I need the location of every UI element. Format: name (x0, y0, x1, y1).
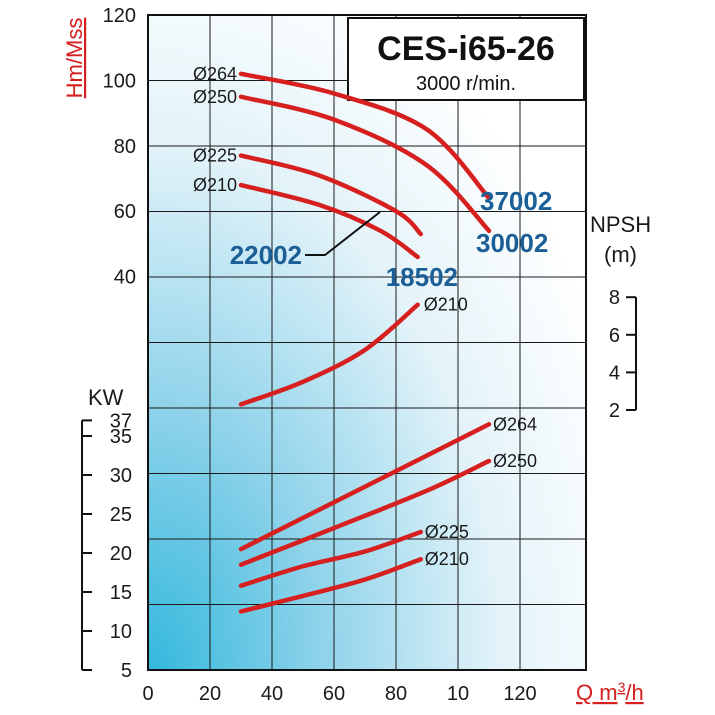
kw-tick-label: 15 (110, 582, 132, 604)
curve-label: Ø225 (193, 146, 237, 166)
kw-tick-label: 20 (110, 543, 132, 565)
y-axis-label: Hm/Mss (62, 18, 87, 99)
kw-tick-label: 30 (110, 465, 132, 487)
motor-label: 37002 (480, 186, 552, 216)
curve-labels: Ø264 Ø250 Ø225 Ø210 Ø210 Ø264 Ø250 Ø225 Ø210 3700… (193, 64, 552, 569)
motor-label: 22002 (230, 240, 302, 270)
npsh-tick-label: 2 (609, 400, 620, 422)
x-tick-label: 60 (323, 683, 345, 705)
head-curve-d264 (238, 71, 492, 201)
curve-label: Ø264 (493, 414, 537, 434)
curve-label: Ø210 (425, 549, 469, 569)
head-curve-d210 (238, 182, 420, 260)
npsh-tick-label: 8 (609, 287, 620, 309)
power-curve-d264 (238, 422, 492, 552)
curve-label: Ø210 (424, 295, 468, 315)
x-axis-label: Q m3/h (576, 679, 644, 705)
chart-title: CES-i65-26 (377, 30, 555, 68)
motor-label: 30002 (476, 228, 548, 258)
chart-subtitle: 3000 r/min. (416, 73, 516, 95)
motor-leader-line (305, 211, 381, 256)
motor-label: 18502 (386, 262, 458, 292)
x-tick-label: 10 (447, 683, 469, 705)
axis-ticks: 0 20 40 60 80 10 12012010080604037353025201510… (81, 5, 637, 705)
curves (238, 71, 492, 614)
npsh-tick-label: 4 (609, 362, 620, 384)
power-curve-d225 (238, 529, 424, 589)
curve-label: Ø264 (193, 64, 237, 84)
x-tick-label: 20 (199, 683, 221, 705)
y-tick-label: 100 (103, 70, 136, 92)
kw-tick-label: 10 (110, 621, 132, 643)
power-curve-d250 (238, 458, 492, 567)
npsh-axis-label: NPSH (590, 212, 651, 237)
npsh-curve-d210 (238, 302, 420, 407)
x-tick-label: 80 (385, 683, 407, 705)
npsh-tick-label: 6 (609, 325, 620, 347)
power-curve-d210 (238, 556, 424, 614)
head-curve-d250 (238, 94, 492, 234)
x-tick-label: 40 (261, 683, 283, 705)
npsh-unit-label: (m) (604, 242, 637, 267)
kw-tick-label: 37 (110, 410, 132, 432)
head-curve-d225 (238, 153, 424, 237)
curve-label: Ø250 (193, 87, 237, 107)
curve-label: Ø210 (193, 175, 237, 195)
kw-tick-label: 25 (110, 504, 132, 526)
kw-tick-label: 5 (121, 660, 132, 682)
title-box (347, 17, 585, 101)
y-tick-label: 60 (114, 201, 136, 223)
y-tick-label: 80 (114, 136, 136, 158)
y-tick-label: 40 (114, 267, 136, 289)
x-tick-label: 0 (142, 683, 153, 705)
curve-label: Ø250 (493, 451, 537, 471)
kw-axis-label: KW (88, 385, 124, 410)
curve-label: Ø225 (425, 522, 469, 542)
x-tick-label: 120 (503, 683, 536, 705)
y-tick-label: 120 (103, 5, 136, 27)
kw-tick-label: 35 (110, 426, 132, 448)
